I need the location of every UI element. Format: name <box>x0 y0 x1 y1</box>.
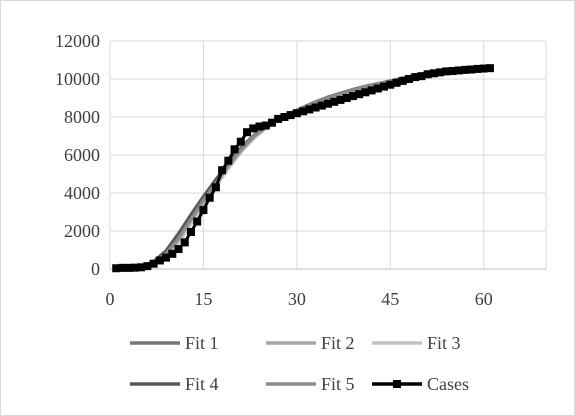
cases-point <box>442 67 451 76</box>
cases-point <box>305 105 314 114</box>
legend-entry-fit-1: Fit 1 <box>130 333 219 353</box>
series-layer <box>112 64 494 273</box>
legend-label: Fit 1 <box>185 333 219 353</box>
cases-point <box>417 72 426 81</box>
legend-entry-fit-3: Fit 3 <box>372 333 461 353</box>
cases-point <box>186 227 195 236</box>
x-tick-label: 45 <box>381 289 399 309</box>
cases-point <box>386 80 395 89</box>
cases-point <box>230 145 239 154</box>
cases-point <box>261 121 270 130</box>
cases-point <box>348 92 357 101</box>
legend-marker <box>393 380 401 388</box>
cases-point <box>280 113 289 121</box>
cases-point <box>249 124 258 133</box>
cases-point <box>454 66 463 75</box>
y-tick-label: 10000 <box>55 69 100 89</box>
cases-point <box>112 264 121 273</box>
x-tick-label: 30 <box>288 289 306 309</box>
cases-point <box>436 68 445 77</box>
cases-point <box>130 263 139 272</box>
legend-entry-fit-5: Fit 5 <box>266 374 355 394</box>
cases-point <box>299 107 308 116</box>
legend-entry-fit-2: Fit 2 <box>266 333 355 353</box>
cases-point <box>236 137 245 146</box>
cases-point <box>218 166 227 175</box>
cases-point <box>255 122 264 131</box>
cases-point <box>373 84 382 93</box>
legend-label: Fit 4 <box>185 374 219 394</box>
cases-point <box>461 65 470 74</box>
y-tick-label: 8000 <box>64 107 100 127</box>
y-tick-label: 2000 <box>64 221 100 241</box>
cases-point <box>330 97 339 106</box>
cases-point <box>193 217 202 226</box>
cases-point <box>361 88 370 97</box>
cases-point <box>205 193 214 202</box>
x-tick-label: 15 <box>194 289 212 309</box>
cases-point <box>467 65 476 74</box>
cases-point <box>311 103 320 112</box>
cases-point <box>485 64 494 73</box>
cases-point <box>380 82 389 91</box>
cases-point <box>404 75 413 83</box>
cases-point <box>324 99 332 108</box>
y-tick-label: 12000 <box>55 31 100 51</box>
x-tick-label: 60 <box>475 289 493 309</box>
legend-label: Fit 2 <box>321 333 355 353</box>
cases-point <box>392 78 401 87</box>
cases-point <box>274 114 283 123</box>
cases-point <box>429 69 438 78</box>
legend: Fit 1 Fit 2 Fit 3 Fit 4 Fit 5 Cases <box>130 333 469 394</box>
tick-labels: 0 2000 4000 6000 8000 10000 12000 0 15 30 45 60 <box>55 31 493 309</box>
cases-point <box>224 156 233 165</box>
y-tick-label: 0 <box>91 259 100 279</box>
cases-point <box>174 245 183 254</box>
cases-point <box>211 183 220 192</box>
cases-point <box>243 128 252 137</box>
cases-point <box>143 262 152 271</box>
cases-point <box>267 118 276 127</box>
legend-label: Fit 5 <box>321 374 355 394</box>
cases-point <box>286 111 295 120</box>
cases-point <box>473 64 482 73</box>
cases-point <box>292 109 301 118</box>
cases-point <box>149 259 158 268</box>
y-tick-label: 4000 <box>64 183 100 203</box>
legend-label: Cases <box>427 374 469 394</box>
cases-point <box>317 101 326 110</box>
cases-point <box>124 263 133 272</box>
cases-point <box>398 76 407 85</box>
cases-point <box>168 249 177 258</box>
cases-point <box>137 263 146 272</box>
legend-entry-cases: Cases <box>372 374 469 394</box>
legend-label: Fit 3 <box>427 333 461 353</box>
cases-point <box>479 64 488 73</box>
cases-point <box>342 94 351 102</box>
cases-point <box>118 263 127 272</box>
cases-point <box>180 238 189 247</box>
cases-point <box>155 256 164 265</box>
x-tick-label: 0 <box>106 289 115 309</box>
cases-point <box>448 67 457 76</box>
cases-point <box>367 86 376 95</box>
cases-point <box>162 253 171 262</box>
cases-point <box>411 73 420 82</box>
cases-point <box>199 206 208 215</box>
cases-point <box>336 95 345 104</box>
cases-point <box>355 90 364 99</box>
cases-point <box>423 70 432 79</box>
legend-entry-fit-4: Fit 4 <box>130 374 219 394</box>
y-tick-label: 6000 <box>64 145 100 165</box>
